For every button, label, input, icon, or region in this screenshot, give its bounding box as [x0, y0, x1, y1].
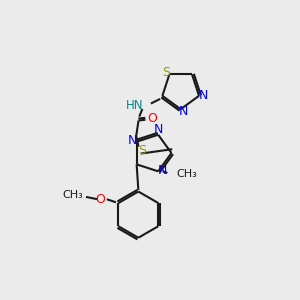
Text: N: N — [179, 105, 188, 118]
Text: CH₃: CH₃ — [177, 169, 197, 179]
Text: N: N — [158, 164, 167, 177]
Text: N: N — [199, 88, 208, 102]
Text: S: S — [162, 65, 170, 79]
Text: S: S — [138, 144, 146, 157]
Text: N: N — [154, 123, 164, 136]
Text: O: O — [147, 112, 157, 125]
Text: N: N — [127, 134, 137, 147]
Text: CH₃: CH₃ — [62, 190, 83, 200]
Text: O: O — [96, 193, 106, 206]
Text: HN: HN — [126, 99, 143, 112]
